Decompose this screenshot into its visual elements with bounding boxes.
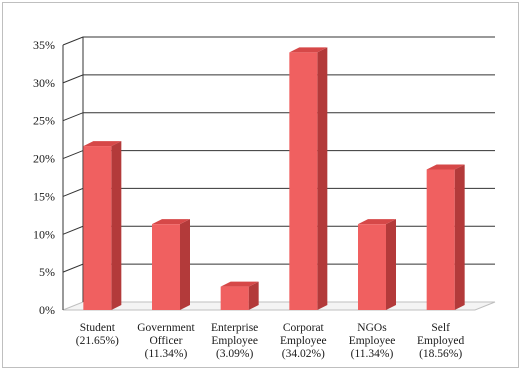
x-category-label-line: Officer <box>150 335 183 347</box>
bar-top <box>358 219 396 225</box>
bar-side <box>454 164 465 310</box>
gridline <box>62 74 495 84</box>
x-category-label-line: Employee <box>211 335 258 347</box>
y-tick-label: 5% <box>39 265 55 279</box>
y-tick-label: 25% <box>33 114 55 128</box>
y-tick-label: 20% <box>33 152 55 166</box>
x-category-label-line: (3.09%) <box>216 348 254 360</box>
x-category-label-line: Employee <box>349 335 396 347</box>
bar <box>152 224 180 310</box>
x-category-label-line: (18.56%) <box>419 348 462 360</box>
bar <box>83 146 112 310</box>
y-tick-label: 0% <box>39 303 55 317</box>
bar <box>358 224 386 310</box>
bar-top <box>289 47 328 53</box>
x-category-label-line: (21.65%) <box>76 335 119 347</box>
bar-top <box>426 164 465 170</box>
x-category-label: Government Officer (11.34%) <box>137 322 195 360</box>
x-category-label: NGOs Employee (11.34%) <box>349 322 396 360</box>
x-category-label-line: Enterprise <box>211 322 258 334</box>
x-category-label-line: Government <box>137 322 195 334</box>
x-category-label: Corporat Employee (34.02%) <box>280 322 327 360</box>
x-category-label-line: (11.34%) <box>145 348 188 360</box>
gridline <box>62 150 495 160</box>
bar-top <box>152 219 190 225</box>
bar <box>220 286 249 310</box>
x-category-label-line: (34.02%) <box>282 348 325 360</box>
bar-side <box>180 219 190 310</box>
bar <box>426 169 455 310</box>
x-category-label-line: NGOs <box>357 322 387 334</box>
x-category-label: Self Employed (18.56%) <box>417 322 465 360</box>
bar-side <box>317 47 328 311</box>
y-tick-label: 15% <box>33 189 55 203</box>
x-category-label-line: Self <box>431 322 450 334</box>
x-category-label-line: Employee <box>280 335 327 347</box>
y-tick-label: 30% <box>33 76 55 90</box>
x-category-label-line: Employed <box>417 335 465 347</box>
x-category-label: Student (21.65%) <box>76 322 119 347</box>
x-category-label-line: Student <box>80 322 116 334</box>
bar <box>289 52 318 311</box>
bar-side <box>111 141 122 310</box>
bar-top <box>220 281 259 287</box>
gridline <box>62 112 495 122</box>
bar-side <box>248 281 259 310</box>
y-tick-label: 35% <box>33 38 55 52</box>
y-tick-label: 10% <box>33 227 55 241</box>
bar-side <box>386 219 396 310</box>
x-category-label-line: (11.34%) <box>351 348 394 360</box>
gridline <box>62 36 495 46</box>
x-category-label: Enterprise Employee (3.09%) <box>211 322 258 360</box>
x-category-label-line: Corporat <box>283 322 325 334</box>
bar-top <box>83 141 122 147</box>
